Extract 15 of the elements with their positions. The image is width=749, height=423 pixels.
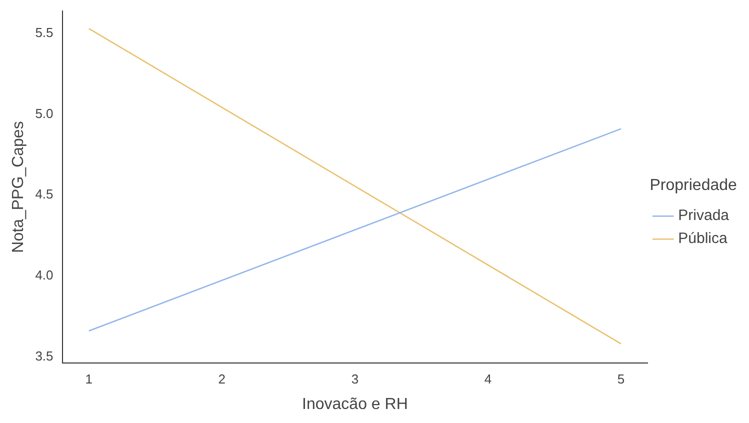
x-tick-label: 2: [218, 372, 226, 387]
y-tick-label: 5.5: [35, 25, 54, 40]
y-axis-title: Nota_PPG_Capes: [10, 121, 28, 253]
y-tick-label: 5.0: [35, 106, 54, 121]
legend-label: Pública: [678, 230, 728, 248]
y-tick-label: 4.5: [35, 186, 54, 202]
y-tick-label: 3.5: [35, 348, 54, 364]
x-tick-label: 1: [85, 372, 92, 387]
legend-title: Propriedade: [650, 176, 738, 194]
x-tick-label: 4: [484, 372, 492, 387]
x-tick-label: 5: [617, 372, 625, 387]
legend-label: Privada: [678, 207, 730, 224]
x-axis-title: Inovacão e RH: [302, 396, 408, 413]
x-tick-label: 3: [351, 372, 359, 387]
y-tick-label: 4.0: [35, 267, 54, 282]
